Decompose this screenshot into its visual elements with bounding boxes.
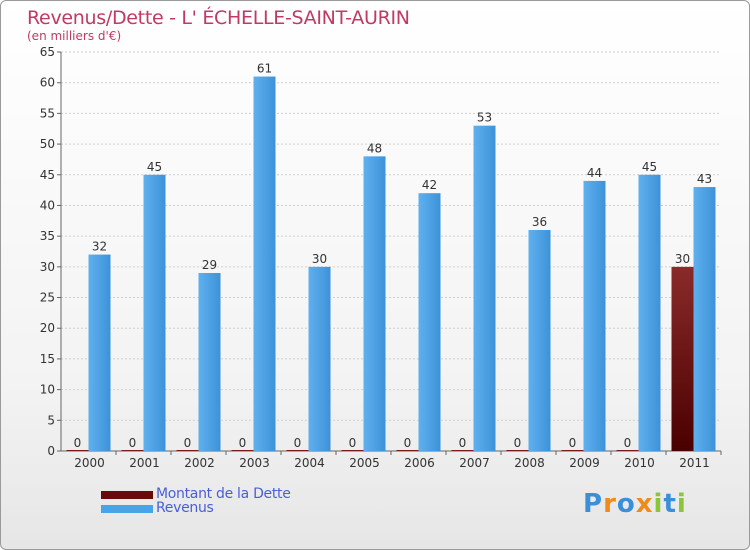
bar-dette-2000 xyxy=(66,450,89,451)
value-label-dette-2006: 0 xyxy=(404,436,412,450)
chart-subtitle: (en milliers d'€) xyxy=(27,29,122,43)
bar-revenus-2001 xyxy=(143,174,166,451)
bar-dette-2009 xyxy=(561,450,584,451)
bar-revenus-2007 xyxy=(473,125,496,452)
bar-dette-2001 xyxy=(121,450,144,451)
value-label-revenus-2001: 45 xyxy=(147,160,162,174)
value-label-revenus-2010: 45 xyxy=(642,160,657,174)
value-label-revenus-2002: 29 xyxy=(202,258,217,272)
y-tick-label: 15 xyxy=(40,352,55,366)
value-label-dette-2001: 0 xyxy=(129,436,137,450)
legend-swatch-dette xyxy=(101,491,153,499)
value-label-dette-2009: 0 xyxy=(569,436,577,450)
value-label-revenus-2000: 32 xyxy=(92,240,107,254)
x-tick-label: 2010 xyxy=(624,456,655,470)
chart-title: Revenus/Dette - L' ÉCHELLE-SAINT-AURIN xyxy=(27,7,410,29)
legend-swatch-revenus xyxy=(101,505,153,513)
bar-revenus-2004 xyxy=(308,266,331,451)
x-tick-label: 2011 xyxy=(679,456,710,470)
bar-dette-2011 xyxy=(671,266,694,451)
x-tick-label: 2004 xyxy=(294,456,325,470)
y-tick-label: 50 xyxy=(40,137,55,151)
bar-revenus-2008 xyxy=(528,230,551,451)
x-tick-label: 2007 xyxy=(459,456,490,470)
value-label-revenus-2006: 42 xyxy=(422,178,437,192)
y-tick-label: 5 xyxy=(47,413,55,427)
value-label-dette-2004: 0 xyxy=(294,436,302,450)
bar-revenus-2002 xyxy=(198,272,221,451)
y-tick-label: 60 xyxy=(40,76,55,90)
bar-revenus-2006 xyxy=(418,193,441,451)
bar-dette-2007 xyxy=(451,450,474,451)
y-tick-label: 10 xyxy=(40,383,55,397)
bar-revenus-2003 xyxy=(253,76,276,452)
value-label-revenus-2008: 36 xyxy=(532,215,547,229)
bar-revenus-2009 xyxy=(583,180,606,451)
x-tick-label: 2009 xyxy=(569,456,600,470)
y-tick-label: 45 xyxy=(40,168,55,182)
value-label-dette-2008: 0 xyxy=(514,436,522,450)
proxiti-logo: Proxiti xyxy=(583,489,687,519)
bar-revenus-2010 xyxy=(638,174,661,451)
x-tick-label: 2000 xyxy=(74,456,105,470)
legend-item-dette: Montant de la Dette xyxy=(101,486,401,503)
y-tick-label: 20 xyxy=(40,321,55,335)
x-tick-label: 2006 xyxy=(404,456,435,470)
value-label-dette-2000: 0 xyxy=(74,436,82,450)
value-label-revenus-2004: 30 xyxy=(312,252,327,266)
bar-revenus-2005 xyxy=(363,156,386,451)
x-tick-label: 2002 xyxy=(184,456,215,470)
value-label-revenus-2011: 43 xyxy=(697,172,712,186)
value-label-dette-2007: 0 xyxy=(459,436,467,450)
legend-label-revenus: Revenus xyxy=(156,500,214,516)
value-label-dette-2005: 0 xyxy=(349,436,357,450)
x-tick-label: 2003 xyxy=(239,456,270,470)
x-tick-label: 2008 xyxy=(514,456,545,470)
bar-dette-2010 xyxy=(616,450,639,451)
bar-revenus-2000 xyxy=(88,254,111,451)
y-tick-label: 65 xyxy=(40,45,55,59)
bar-revenus-2011 xyxy=(693,187,716,452)
x-tick-label: 2005 xyxy=(349,456,380,470)
y-tick-label: 40 xyxy=(40,198,55,212)
value-label-dette-2003: 0 xyxy=(239,436,247,450)
value-label-dette-2002: 0 xyxy=(184,436,192,450)
bar-dette-2008 xyxy=(506,450,529,451)
bar-dette-2005 xyxy=(341,450,364,451)
bar-dette-2003 xyxy=(231,450,254,451)
legend-label-dette: Montant de la Dette xyxy=(156,486,291,502)
legend-item-revenus: Revenus xyxy=(101,500,401,517)
y-tick-label: 25 xyxy=(40,291,55,305)
y-tick-label: 30 xyxy=(40,260,55,274)
bar-dette-2004 xyxy=(286,450,309,451)
value-label-revenus-2009: 44 xyxy=(587,166,602,180)
value-label-revenus-2007: 53 xyxy=(477,111,492,125)
value-label-dette-2010: 0 xyxy=(624,436,632,450)
bar-dette-2006 xyxy=(396,450,419,451)
y-tick-label: 35 xyxy=(40,229,55,243)
y-tick-label: 0 xyxy=(47,444,55,458)
value-label-revenus-2005: 48 xyxy=(367,141,382,155)
value-label-revenus-2003: 61 xyxy=(257,62,272,76)
bar-dette-2002 xyxy=(176,450,199,451)
value-label-dette-2011: 30 xyxy=(675,252,690,266)
x-tick-label: 2001 xyxy=(129,456,160,470)
y-tick-label: 55 xyxy=(40,106,55,120)
